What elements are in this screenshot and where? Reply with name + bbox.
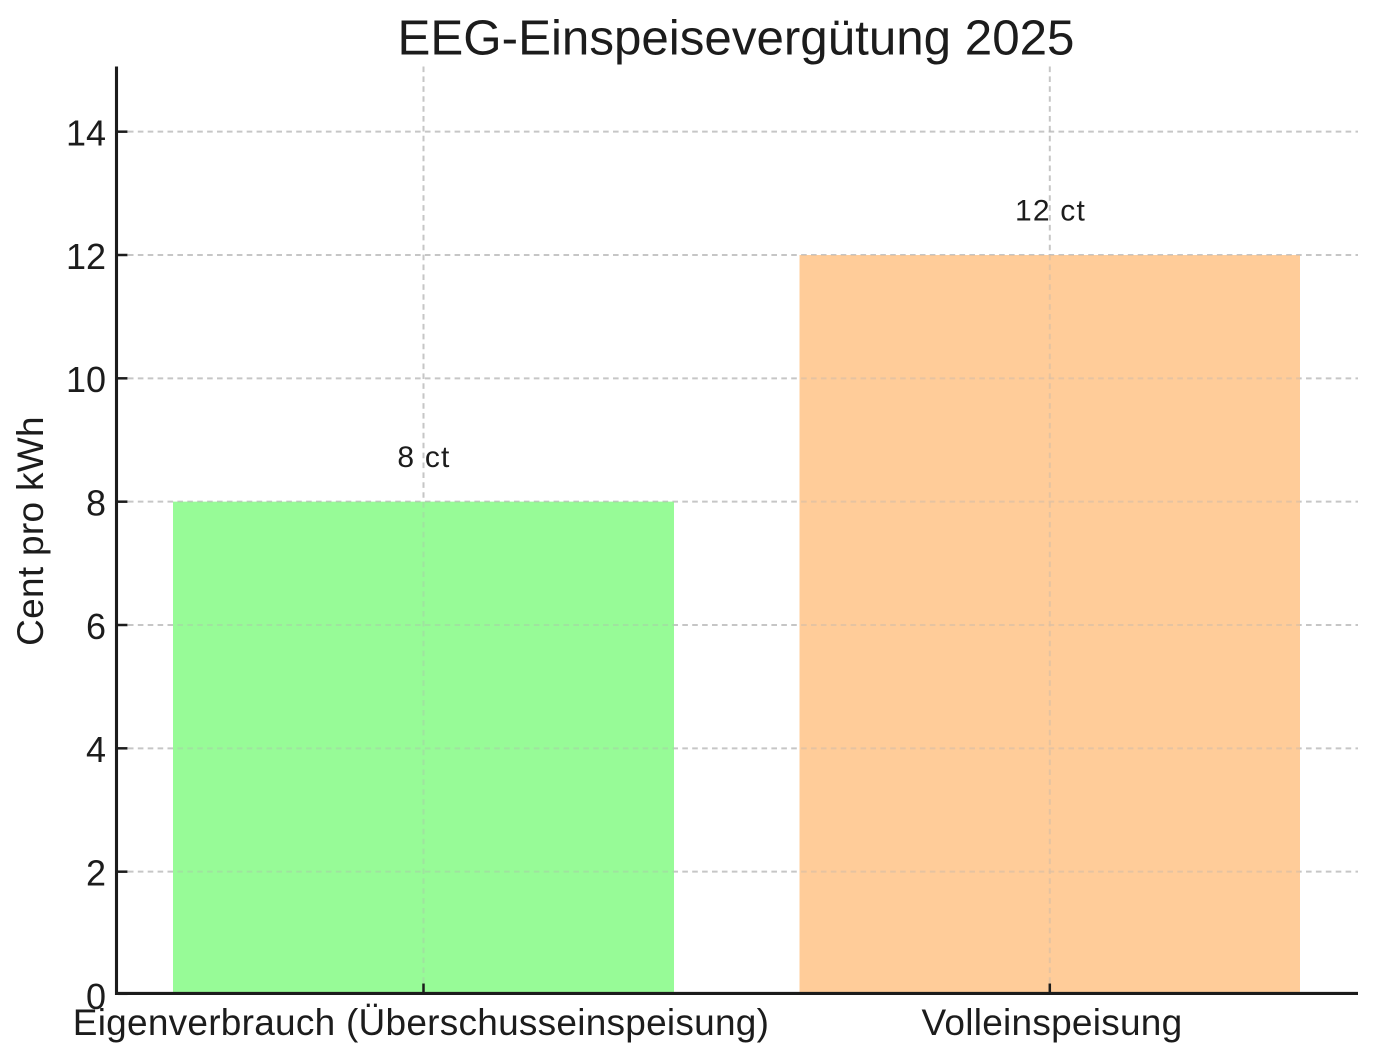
svg-text:14: 14: [66, 113, 106, 154]
svg-text:EEG-Einspeisevergütung 2025: EEG-Einspeisevergütung 2025: [398, 11, 1075, 66]
svg-text:12 ct: 12 ct: [1015, 194, 1086, 227]
svg-text:10: 10: [66, 359, 106, 400]
svg-text:6: 6: [86, 606, 106, 647]
svg-text:0: 0: [86, 976, 106, 1017]
svg-text:4: 4: [86, 729, 106, 770]
svg-text:Eigenverbrauch (Überschusseins: Eigenverbrauch (Überschusseinspeisung): [73, 1002, 769, 1043]
svg-text:12: 12: [66, 236, 106, 277]
svg-text:2: 2: [86, 853, 106, 894]
svg-text:Cent pro kWh: Cent pro kWh: [10, 416, 51, 646]
svg-text:8: 8: [86, 483, 106, 524]
svg-text:8 ct: 8 ct: [397, 441, 450, 474]
svg-text:Volleinspeisung: Volleinspeisung: [922, 1002, 1183, 1043]
